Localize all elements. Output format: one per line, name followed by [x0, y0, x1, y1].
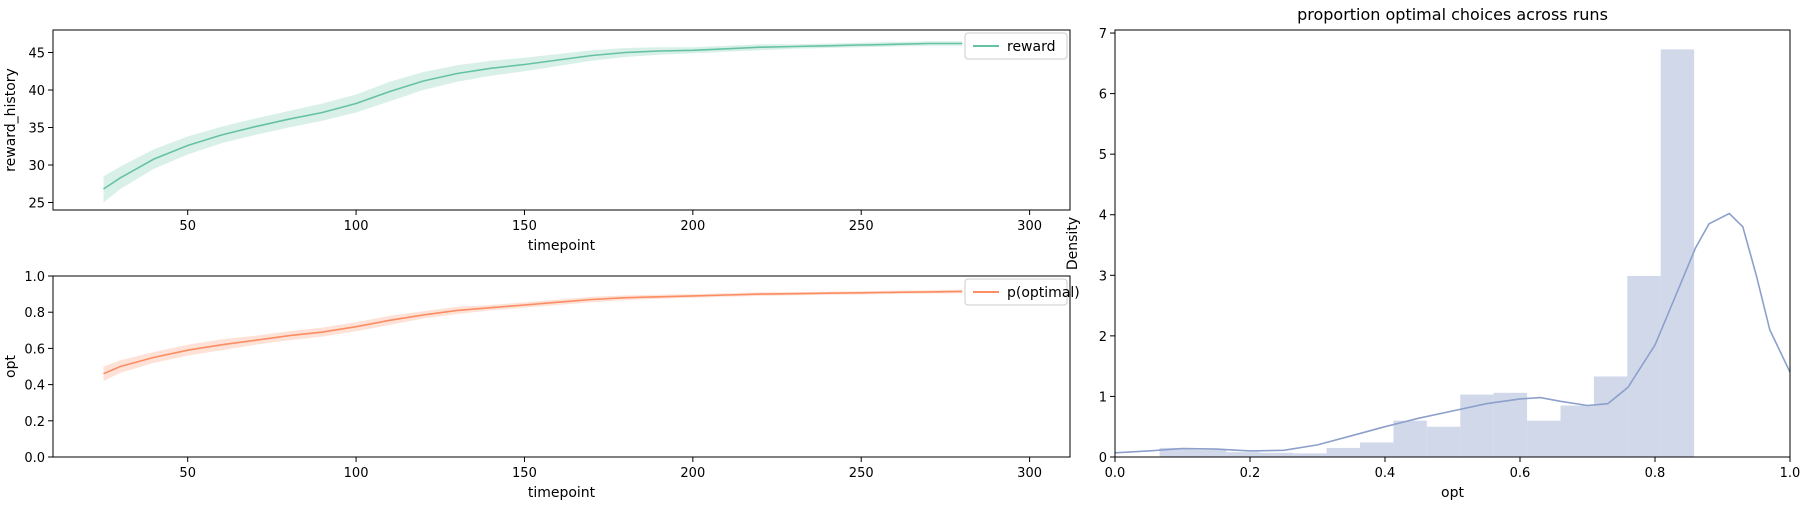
y-axis-label: Density — [1065, 217, 1081, 270]
hist-bar — [1293, 453, 1327, 457]
y-tick-label: 40 — [28, 84, 45, 99]
series-line — [103, 290, 963, 375]
hist-bar — [1527, 420, 1561, 457]
hist-bar — [1593, 376, 1628, 457]
x-axis-label: timepoint — [528, 485, 596, 501]
kde-line — [1114, 212, 1791, 454]
x-tick-label: 150 — [512, 466, 537, 481]
y-axis-label: opt — [3, 355, 19, 378]
y-tick-label: 4 — [1099, 209, 1107, 224]
hist-bar — [1560, 405, 1594, 457]
hist-bar — [1393, 420, 1427, 457]
x-tick-label: 250 — [849, 466, 874, 481]
x-tick-label: 0.8 — [1645, 466, 1666, 481]
x-tick-label: 200 — [680, 466, 705, 481]
y-tick-label: 0.6 — [24, 342, 45, 357]
hist-bar — [1326, 447, 1361, 457]
y-tick-label: 25 — [28, 197, 45, 212]
hist-bar — [1493, 392, 1528, 457]
hist-bar — [1426, 426, 1461, 457]
x-tick-label: 0.6 — [1510, 466, 1531, 481]
optimal-chart: p(optimal) 50 100 150 200 250 300 0.0 0.2 0.4 0.6 0… — [3, 270, 1080, 501]
y-tick-label: 6 — [1099, 88, 1107, 103]
y-tick-label: 30 — [28, 159, 45, 174]
axes-frame — [52, 275, 1071, 458]
y-tick-label: 35 — [28, 122, 45, 137]
histogram-chart: 0.0 0.2 0.4 0.6 0.8 1.0 0 1 2 3 4 5 6 7 opt Density prop… — [1065, 5, 1800, 501]
x-tick-label: 300 — [1017, 219, 1042, 234]
legend-label: reward — [1007, 39, 1056, 55]
y-tick-label: 0.0 — [24, 451, 45, 466]
legend-box — [964, 278, 1068, 306]
y-tick-label: 3 — [1099, 269, 1107, 284]
y-tick-label: 45 — [28, 47, 45, 62]
x-axis-label: opt — [1441, 485, 1464, 501]
y-tick-label: 0.8 — [24, 306, 45, 321]
y-tick-label: 7 — [1099, 27, 1107, 42]
x-tick-label: 0.0 — [1105, 466, 1126, 481]
x-tick-label: 300 — [1017, 466, 1042, 481]
hist-bar — [1159, 447, 1193, 457]
x-tick-label: 200 — [680, 219, 705, 234]
series-line — [103, 42, 963, 190]
legend-box — [964, 32, 1068, 60]
y-tick-label: 0.4 — [24, 379, 45, 394]
x-tick-label: 0.2 — [1240, 466, 1261, 481]
hist-bar — [1627, 275, 1661, 457]
hist-bar — [1226, 452, 1260, 457]
x-tick-label: 50 — [179, 466, 196, 481]
hist-bar — [1259, 452, 1294, 457]
legend-label: p(optimal) — [1007, 285, 1080, 301]
legend: p(optimal) — [964, 278, 1080, 306]
confidence-band — [103, 289, 963, 381]
legend: reward — [964, 32, 1068, 60]
x-tick-label: 100 — [344, 219, 369, 234]
chart-title: proportion optimal choices across runs — [1297, 5, 1608, 24]
reward-chart: reward 50 100 150 200 250 300 25 30 35 40 45 timepoi… — [3, 29, 1071, 254]
x-tick-label: 250 — [849, 219, 874, 234]
y-tick-label: 0 — [1099, 451, 1107, 466]
x-tick-label: 1.0 — [1780, 466, 1801, 481]
confidence-band — [103, 41, 963, 203]
hist-bar — [1660, 49, 1695, 457]
y-tick-label: 2 — [1099, 330, 1107, 345]
y-tick-label: 1.0 — [24, 270, 45, 285]
y-tick-label: 0.2 — [24, 415, 45, 430]
hist-bar — [1360, 442, 1394, 457]
y-tick-label: 5 — [1099, 148, 1107, 163]
x-tick-label: 0.4 — [1375, 466, 1396, 481]
axes-frame — [52, 29, 1071, 211]
x-tick-label: 50 — [179, 219, 196, 234]
x-tick-label: 100 — [344, 466, 369, 481]
y-tick-label: 1 — [1099, 390, 1107, 405]
y-axis-label: reward_history — [3, 68, 19, 172]
hist-bar — [1192, 449, 1227, 457]
x-tick-label: 150 — [512, 219, 537, 234]
x-axis-label: timepoint — [528, 238, 596, 254]
axes-frame — [1114, 29, 1791, 458]
